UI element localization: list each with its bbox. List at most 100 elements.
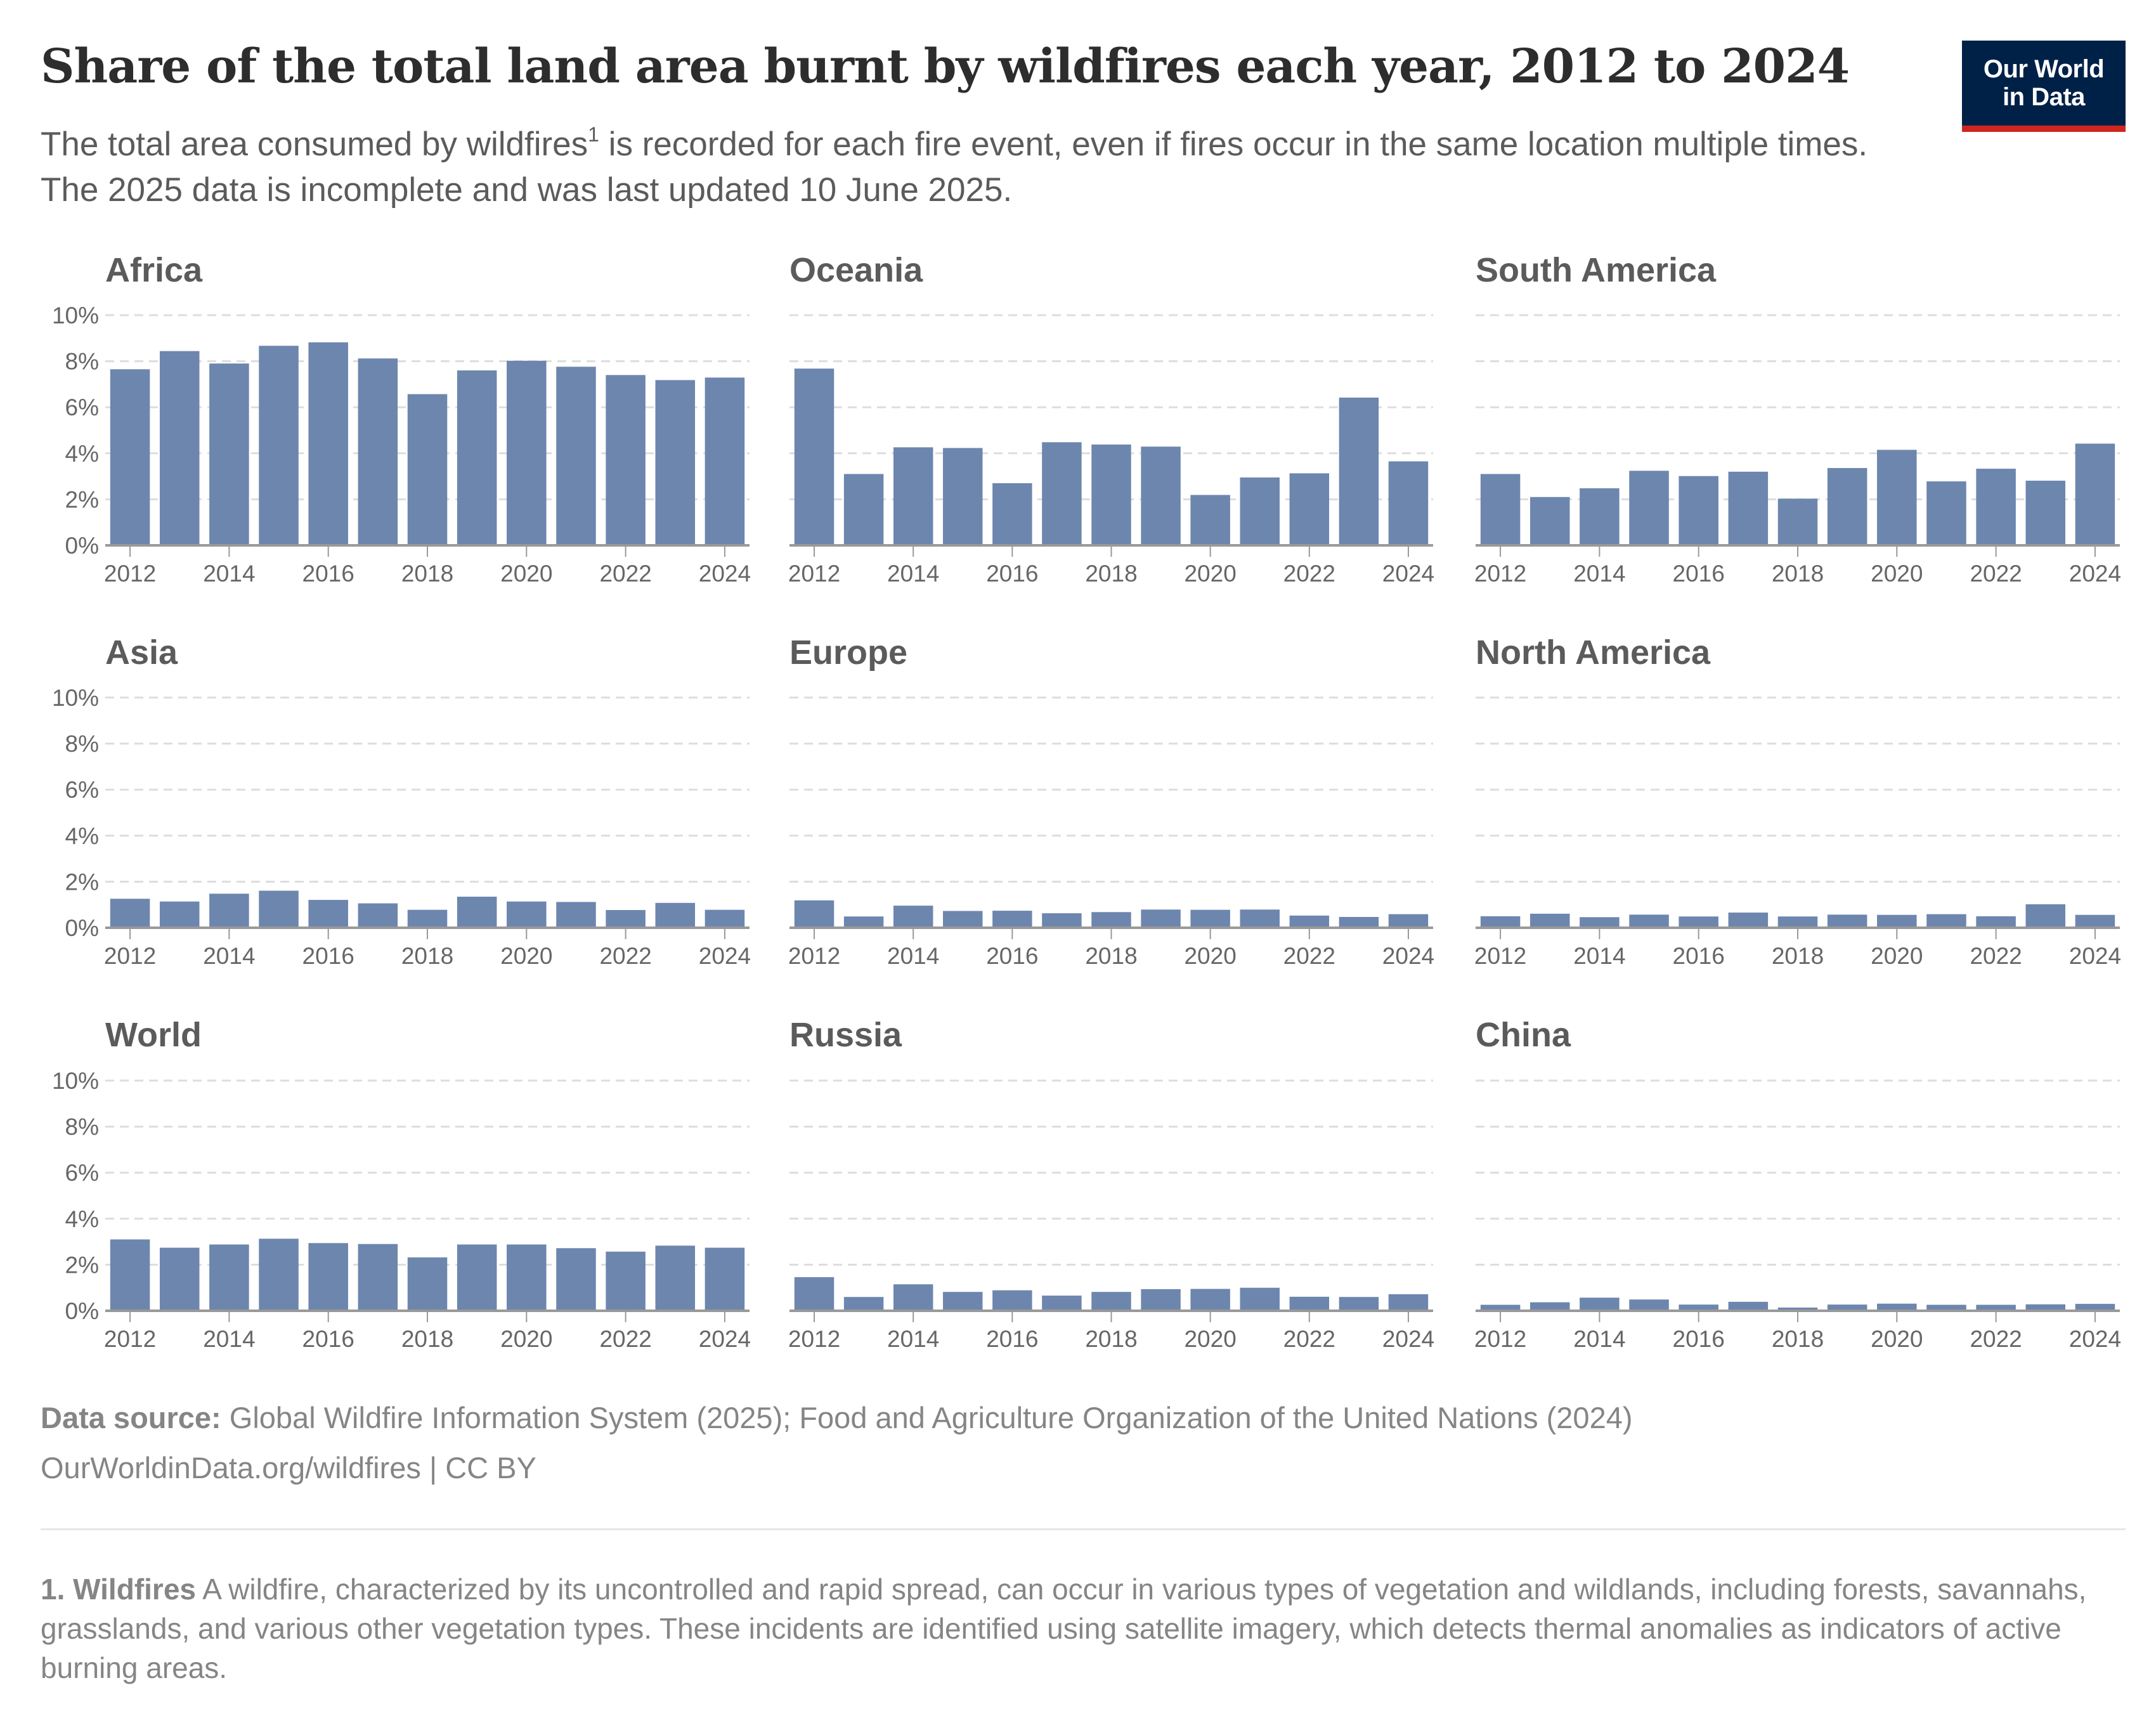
bar-2022[interactable]: South America 2022: 3.33% [1976, 469, 2016, 545]
bar-2024[interactable]: Russia 2024: 0.72% [1388, 1294, 1429, 1311]
bar-2019[interactable]: Africa 2019: 7.6% [457, 370, 497, 545]
bar-2014[interactable]: China 2014: 0.57% [1580, 1297, 1620, 1311]
bar-2023[interactable]: Oceania 2023: 6.42% [1339, 397, 1379, 545]
bar-2020[interactable]: China 2020: 0.31% [1877, 1303, 1917, 1311]
bar-2016[interactable]: World 2016: 2.94% [308, 1243, 348, 1311]
bar-2016[interactable]: Russia 2016: 0.89% [992, 1290, 1032, 1311]
bar-2021[interactable]: China 2021: 0.26% [1926, 1304, 1966, 1311]
bar-2015[interactable]: Africa 2015: 8.67% [259, 346, 299, 545]
bar-2013[interactable]: South America 2013: 2.1% [1529, 497, 1570, 545]
bar-2016[interactable]: Europe 2016: 0.74% [992, 911, 1032, 928]
bar-2013[interactable]: Europe 2013: 0.49% [843, 916, 884, 928]
bar-2021[interactable]: South America 2021: 2.78% [1926, 481, 1966, 545]
bar-2024[interactable]: Africa 2024: 7.29% [705, 377, 745, 545]
bar-2012[interactable]: South America 2012: 3.1% [1480, 474, 1521, 545]
bar-2014[interactable]: Asia 2014: 1.48% [209, 894, 249, 928]
bar-2016[interactable]: North America 2016: 0.49% [1679, 916, 1718, 928]
bar-2021[interactable]: Africa 2021: 7.76% [556, 367, 596, 545]
bar-2015[interactable]: World 2015: 3.13% [259, 1238, 299, 1311]
footnote-ref[interactable]: 1 [588, 123, 599, 146]
bar-2014[interactable]: World 2014: 2.88% [209, 1244, 249, 1311]
source-url-link[interactable]: OurWorldinData.org/wildfires | CC BY [41, 1451, 536, 1485]
bar-2012[interactable]: Russia 2012: 1.46% [794, 1277, 834, 1311]
bar-2022[interactable]: Asia 2022: 0.77% [606, 910, 646, 928]
bar-2013[interactable]: World 2013: 2.74% [159, 1247, 200, 1311]
bar-2014[interactable]: Oceania 2014: 4.26% [893, 447, 933, 545]
bar-2019[interactable]: World 2019: 2.88% [457, 1244, 497, 1311]
bar-2020[interactable]: World 2020: 2.88% [507, 1244, 547, 1311]
bar-2014[interactable]: Russia 2014: 1.15% [893, 1284, 933, 1311]
bar-2022[interactable]: Africa 2022: 7.4% [606, 375, 646, 545]
bar-2017[interactable]: World 2017: 2.9% [358, 1244, 398, 1311]
bar-2023[interactable]: South America 2023: 2.81% [2025, 480, 2066, 545]
bar-2012[interactable]: Asia 2012: 1.26% [110, 899, 150, 928]
bar-2022[interactable]: Russia 2022: 0.61% [1289, 1296, 1330, 1311]
bar-2015[interactable]: South America 2015: 3.24% [1629, 471, 1669, 545]
bar-2020[interactable]: South America 2020: 4.15% [1877, 450, 1917, 545]
bar-2015[interactable]: Oceania 2015: 4.23% [943, 448, 983, 545]
bar-2022[interactable]: Oceania 2022: 3.13% [1289, 473, 1330, 545]
bar-2023[interactable]: China 2023: 0.28% [2025, 1304, 2066, 1311]
bar-2015[interactable]: Europe 2015: 0.73% [943, 911, 983, 928]
bar-2022[interactable]: Europe 2022: 0.53% [1289, 915, 1330, 928]
bar-2021[interactable]: Europe 2021: 0.79% [1240, 909, 1280, 928]
bar-2019[interactable]: North America 2019: 0.57% [1827, 914, 1867, 928]
bar-2023[interactable]: Russia 2023: 0.6% [1339, 1297, 1379, 1311]
bar-2012[interactable]: World 2012: 3.1% [110, 1239, 150, 1311]
bar-2020[interactable]: Oceania 2020: 2.19% [1190, 495, 1230, 545]
bar-2023[interactable]: North America 2023: 1.02% [2025, 904, 2066, 928]
bar-2013[interactable]: Africa 2013: 8.44% [159, 351, 200, 545]
bar-2024[interactable]: Oceania 2024: 3.65% [1388, 461, 1429, 545]
bar-2020[interactable]: Asia 2020: 1.14% [507, 901, 547, 928]
bar-2019[interactable]: Russia 2019: 0.94% [1141, 1289, 1181, 1311]
bar-2013[interactable]: North America 2013: 0.61% [1529, 913, 1570, 928]
bar-2018[interactable]: Europe 2018: 0.68% [1091, 912, 1131, 928]
bar-2024[interactable]: North America 2024: 0.56% [2075, 914, 2115, 928]
bar-2016[interactable]: Asia 2016: 1.21% [308, 900, 348, 928]
bar-2016[interactable]: China 2016: 0.27% [1679, 1304, 1718, 1311]
bar-2024[interactable]: World 2024: 2.74% [705, 1247, 745, 1311]
bar-2020[interactable]: Europe 2020: 0.78% [1190, 909, 1230, 928]
bar-2018[interactable]: World 2018: 2.32% [407, 1257, 448, 1311]
bar-2017[interactable]: Africa 2017: 8.12% [358, 358, 398, 545]
bar-2013[interactable]: Russia 2013: 0.6% [843, 1297, 884, 1311]
bar-2013[interactable]: Asia 2013: 1.14% [159, 901, 200, 928]
bar-2017[interactable]: Oceania 2017: 4.48% [1042, 442, 1082, 545]
bar-2013[interactable]: China 2013: 0.37% [1529, 1302, 1570, 1311]
bar-2014[interactable]: Europe 2014: 0.96% [893, 906, 933, 928]
bar-2018[interactable]: Russia 2018: 0.82% [1091, 1292, 1131, 1311]
bar-2019[interactable]: Asia 2019: 1.35% [457, 896, 497, 928]
bar-2021[interactable]: Oceania 2021: 2.95% [1240, 477, 1280, 545]
bar-2018[interactable]: North America 2018: 0.49% [1777, 916, 1818, 928]
bar-2021[interactable]: Asia 2021: 1.12% [556, 902, 596, 928]
bar-2020[interactable]: Africa 2020: 8.02% [507, 360, 547, 545]
bar-2017[interactable]: China 2017: 0.39% [1728, 1301, 1769, 1311]
bar-2015[interactable]: North America 2015: 0.57% [1629, 914, 1669, 928]
bar-2015[interactable]: China 2015: 0.49% [1629, 1299, 1669, 1311]
bar-2024[interactable]: South America 2024: 4.42% [2075, 443, 2115, 545]
bar-2019[interactable]: China 2019: 0.27% [1827, 1304, 1867, 1311]
bar-2017[interactable]: North America 2017: 0.66% [1728, 913, 1769, 928]
bar-2012[interactable]: Africa 2012: 7.65% [110, 369, 150, 545]
bar-2018[interactable]: Asia 2018: 0.78% [407, 909, 448, 928]
bar-2013[interactable]: Oceania 2013: 3.1% [843, 474, 884, 545]
bar-2023[interactable]: World 2023: 2.83% [655, 1245, 696, 1311]
bar-2016[interactable]: Oceania 2016: 2.7% [992, 483, 1032, 545]
bar-2020[interactable]: Russia 2020: 0.95% [1190, 1289, 1230, 1311]
bar-2016[interactable]: Africa 2016: 8.82% [308, 342, 348, 545]
bar-2018[interactable]: Oceania 2018: 4.38% [1091, 445, 1131, 545]
bar-2015[interactable]: Asia 2015: 1.61% [259, 890, 299, 928]
bar-2021[interactable]: Russia 2021: 1% [1240, 1287, 1280, 1311]
bar-2014[interactable]: Africa 2014: 7.9% [209, 363, 249, 545]
bar-2018[interactable]: South America 2018: 2.03% [1777, 498, 1818, 545]
bar-2012[interactable]: Oceania 2012: 7.68% [794, 368, 834, 545]
bar-2023[interactable]: Asia 2023: 1.08% [655, 902, 696, 928]
bar-2019[interactable]: South America 2019: 3.36% [1827, 468, 1867, 545]
bar-2024[interactable]: Europe 2024: 0.59% [1388, 914, 1429, 928]
bar-2017[interactable]: Asia 2017: 1.06% [358, 903, 398, 928]
bar-2023[interactable]: Europe 2023: 0.47% [1339, 916, 1379, 928]
bar-2018[interactable]: China 2018: 0.14% [1777, 1307, 1818, 1311]
bar-2012[interactable]: China 2012: 0.26% [1480, 1304, 1521, 1311]
bar-2023[interactable]: Africa 2023: 7.18% [655, 380, 696, 545]
bar-2014[interactable]: South America 2014: 2.48% [1580, 488, 1620, 545]
